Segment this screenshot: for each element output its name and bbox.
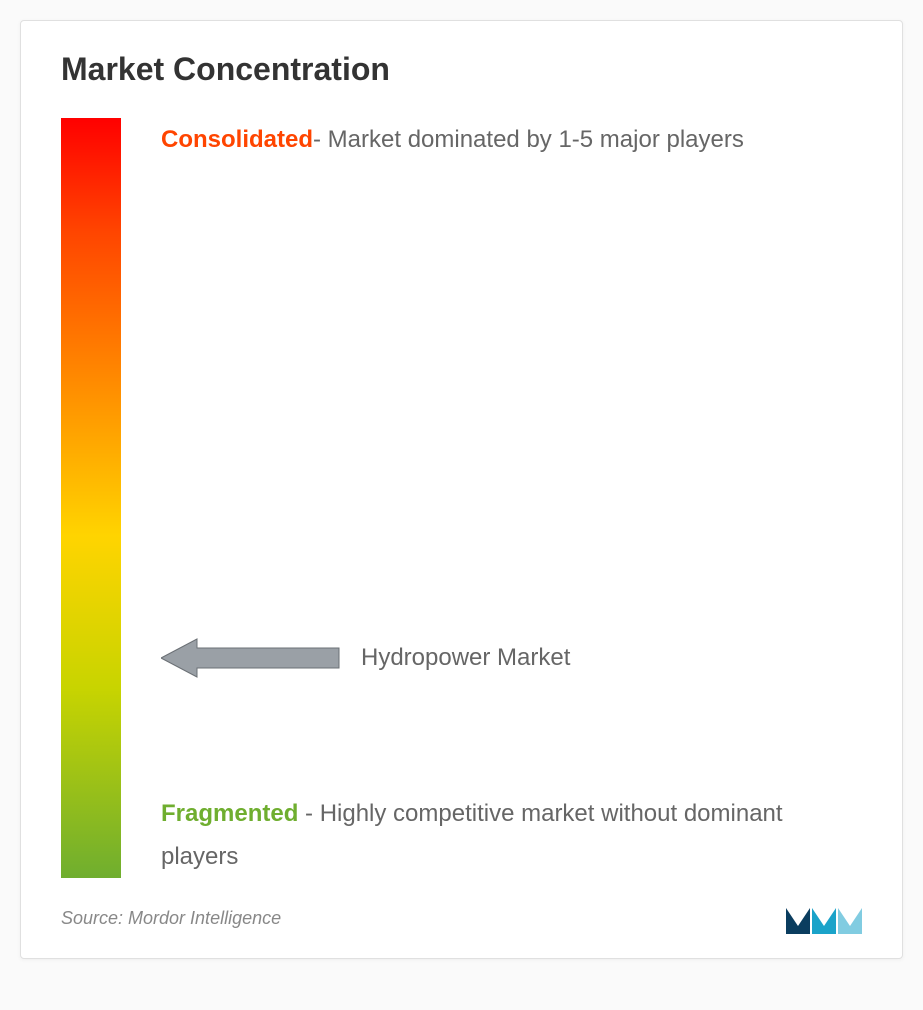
page-title: Market Concentration <box>61 51 862 88</box>
fragmented-label: Fragmented <box>161 800 298 827</box>
consolidated-block: Consolidated- Market dominated by 1-5 ma… <box>161 118 862 161</box>
source-text: Source: Mordor Intelligence <box>61 908 281 929</box>
card-body: Consolidated- Market dominated by 1-5 ma… <box>61 118 862 878</box>
fragmented-block: Fragmented - Highly competitive market w… <box>161 792 862 878</box>
concentration-gradient-bar <box>61 118 121 878</box>
consolidated-desc: - Market dominated by 1-5 major players <box>313 126 744 153</box>
brand-logo-icon <box>782 898 862 938</box>
consolidated-label: Consolidated <box>161 126 313 153</box>
arrow-left-icon <box>161 637 341 679</box>
card-footer: Source: Mordor Intelligence <box>61 898 862 938</box>
market-concentration-card: Market Concentration Consolidated- Marke… <box>20 20 903 959</box>
descriptions-column: Consolidated- Market dominated by 1-5 ma… <box>161 118 862 878</box>
market-pointer-block: Hydropower Market <box>161 637 570 679</box>
market-name-label: Hydropower Market <box>361 644 570 672</box>
